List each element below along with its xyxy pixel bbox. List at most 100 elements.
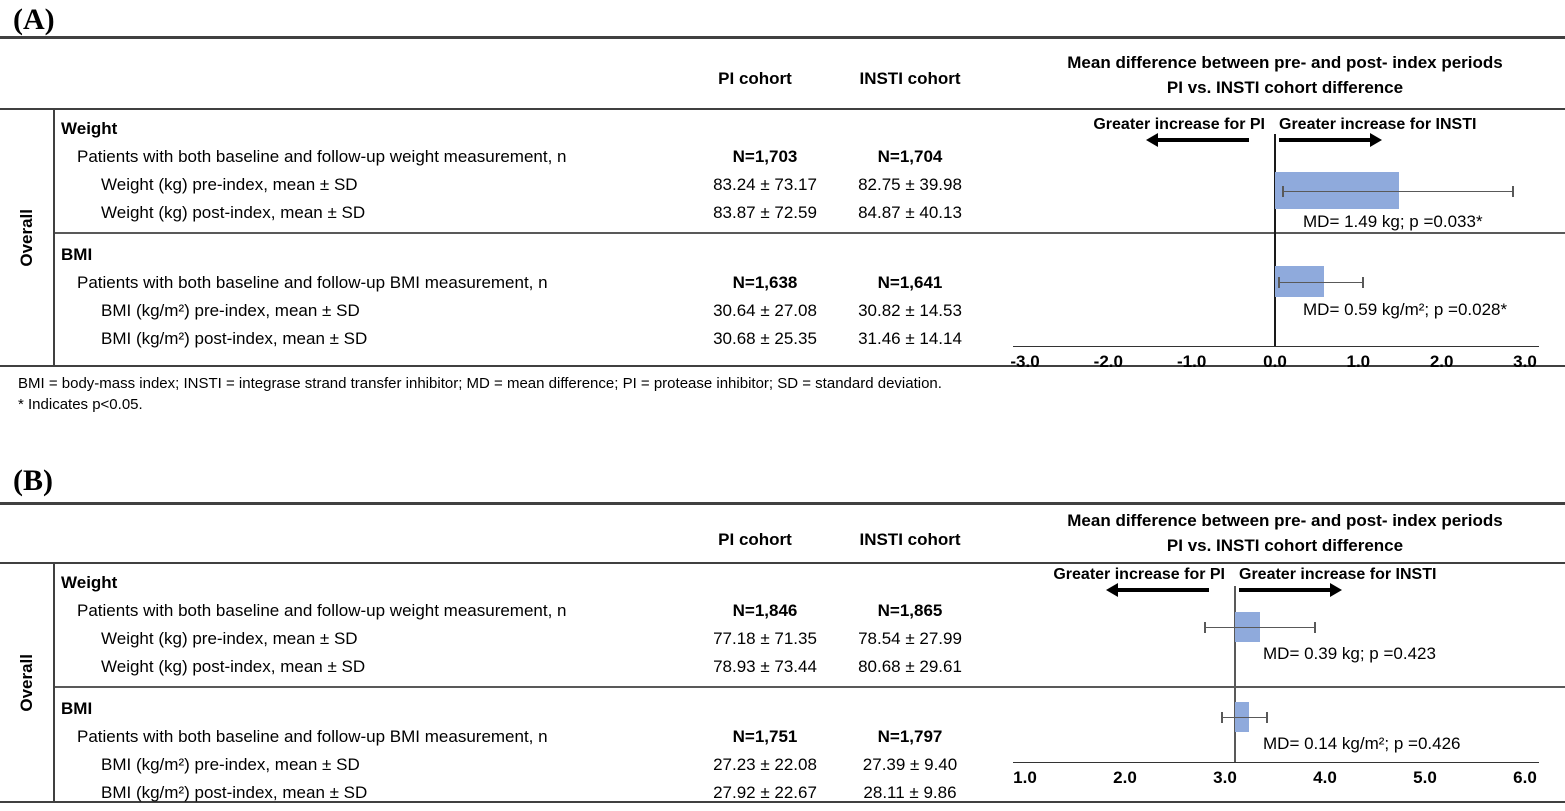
right-arrow-icon [1279, 133, 1382, 147]
pi-value: N=1,846 [732, 601, 798, 620]
table-row: BMI (kg/m²) post-index, mean ± SD 27.92 … [55, 779, 985, 807]
pi-value: 83.24 ± 73.17 [713, 175, 817, 194]
weight-section: Weight Patients with both baseline and f… [55, 564, 985, 681]
row-label: BMI (kg/m²) pre-index, mean ± SD [101, 301, 360, 320]
pi-value: 30.64 ± 27.08 [713, 301, 817, 320]
row-label: Weight (kg) post-index, mean ± SD [101, 657, 366, 676]
insti-value: N=1,641 [877, 273, 943, 292]
axis-tick-label: -2.0 [1093, 352, 1123, 371]
row-label: Weight (kg) pre-index, mean ± SD [101, 629, 358, 648]
table-row: BMI (kg/m²) pre-index, mean ± SD 30.64 ±… [55, 297, 985, 325]
pi-value: 30.68 ± 25.35 [713, 329, 817, 348]
left-arrow-icon [1146, 133, 1249, 147]
direction-left: Greater increase for PI [1005, 566, 1225, 597]
axis-line [1013, 346, 1539, 347]
direction-left-label: Greater increase for PI [1053, 566, 1225, 583]
table-row: BMI (kg/m²) pre-index, mean ± SD 27.23 ±… [55, 751, 985, 779]
panel-b-heading: (B) [0, 461, 1565, 505]
md-label: MD= 0.59 kg/m²; p =0.028* [1303, 300, 1508, 319]
section-divider [55, 232, 1565, 234]
section-header: BMI [61, 699, 93, 718]
bmi-section: BMI Patients with both baseline and foll… [55, 681, 985, 807]
plot-title-line1: Mean difference between pre- and post- i… [1067, 511, 1503, 530]
plot-title-line1: Mean difference between pre- and post- i… [1067, 53, 1503, 72]
axis-line [1013, 762, 1539, 763]
ci-cap [1511, 185, 1514, 197]
plot-title-line2: PI vs. INSTI cohort difference [1166, 535, 1404, 555]
ci-whisker [1279, 281, 1363, 283]
group-label-cell: Overall [0, 110, 55, 365]
direction-right: Greater increase for INSTI [1265, 116, 1565, 147]
table-row: Weight (kg) post-index, mean ± SD 83.87 … [55, 199, 985, 227]
row-label: Weight (kg) post-index, mean ± SD [101, 203, 366, 222]
plot-title: Mean difference between pre- and post- i… [1005, 51, 1565, 100]
panel-a: (A) PI cohort INSTI cohort Mean differen… [0, 3, 1565, 413]
group-label: Overall [16, 653, 36, 712]
table-row: Patients with both baseline and follow-u… [55, 269, 985, 297]
insti-value: 80.68 ± 29.61 [858, 657, 962, 676]
panel-letter: (A) [13, 3, 55, 36]
ci-cap [1278, 276, 1281, 288]
pi-value: 83.87 ± 72.59 [713, 203, 817, 222]
table-row: Patients with both baseline and follow-u… [55, 597, 985, 625]
ci-whisker [1222, 717, 1267, 718]
axis-tick-label: 1.0 [1013, 768, 1037, 787]
axis-tick-label: 6.0 [1513, 768, 1537, 787]
pi-value: 78.93 ± 73.44 [713, 657, 817, 676]
ci-cap [1282, 185, 1285, 197]
ci-whisker [1283, 190, 1513, 192]
row-label: BMI (kg/m²) pre-index, mean ± SD [101, 755, 360, 774]
panel-b-column-header: PI cohort INSTI cohort Mean difference b… [0, 505, 1565, 564]
axis-tick-label: 0.0 [1263, 352, 1287, 371]
direction-header: Greater increase for PI Greater increase… [1005, 566, 1565, 597]
panel-b: (B) PI cohort INSTI cohort Mean differen… [0, 461, 1565, 803]
insti-value: 30.82 ± 14.53 [858, 301, 962, 320]
insti-value: 27.39 ± 9.40 [862, 755, 958, 774]
weight-section: Weight Patients with both baseline and f… [55, 110, 985, 227]
direction-left-label: Greater increase for PI [1093, 116, 1265, 133]
insti-value: N=1,865 [877, 601, 943, 620]
direction-left: Greater increase for PI [1005, 116, 1265, 147]
ci-whisker [1205, 627, 1315, 628]
pi-value: 27.92 ± 22.67 [713, 783, 817, 802]
insti-value: 78.54 ± 27.99 [858, 629, 962, 648]
md-label: MD= 1.49 kg; p =0.033* [1303, 212, 1483, 231]
md-label: MD= 0.14 kg/m²; p =0.426 [1263, 734, 1461, 753]
axis-tick-label: 5.0 [1413, 768, 1437, 787]
axis-tick-label: 2.0 [1113, 768, 1137, 787]
insti-value: 84.87 ± 40.13 [858, 203, 962, 222]
axis-tick-label: 1.0 [1346, 352, 1371, 371]
significance-footnote: * Indicates p<0.05. [18, 396, 143, 413]
insti-cohort-header: INSTI cohort [859, 530, 961, 549]
row-label: BMI (kg/m²) post-index, mean ± SD [101, 329, 368, 348]
pi-value: N=1,751 [732, 727, 798, 746]
table-row: Patients with both baseline and follow-u… [55, 143, 985, 171]
pi-cohort-header: PI cohort [718, 69, 792, 88]
insti-value: 31.46 ± 14.14 [858, 329, 962, 348]
axis-tick-label: 3.0 [1213, 768, 1237, 787]
ci-cap [1314, 622, 1316, 633]
reference-line [1234, 586, 1236, 762]
row-label: BMI (kg/m²) post-index, mean ± SD [101, 783, 368, 802]
panel-a-rows: Weight Patients with both baseline and f… [55, 110, 985, 353]
table-row: Weight (kg) pre-index, mean ± SD 83.24 ±… [55, 171, 985, 199]
row-label: Patients with both baseline and follow-u… [77, 147, 567, 166]
row-label: Patients with both baseline and follow-u… [77, 727, 548, 746]
table-row: Weight (kg) pre-index, mean ± SD 77.18 ±… [55, 625, 985, 653]
forest-plot-a: Greater increase for PI Greater increase… [1005, 110, 1565, 371]
table-row: BMI (kg/m²) post-index, mean ± SD 30.68 … [55, 325, 985, 353]
pi-value: N=1,703 [732, 147, 798, 166]
pi-value: 27.23 ± 22.08 [713, 755, 817, 774]
axis-tick-label: 3.0 [1513, 352, 1537, 371]
table-row: Patients with both baseline and follow-u… [55, 723, 985, 751]
axis-tick-label: 4.0 [1313, 768, 1337, 787]
table-row: Weight (kg) post-index, mean ± SD 78.93 … [55, 653, 985, 681]
section-header: BMI [61, 245, 93, 264]
pi-value: N=1,638 [732, 273, 798, 292]
insti-value: N=1,797 [877, 727, 943, 746]
insti-value: N=1,704 [877, 147, 943, 166]
plot-title: Mean difference between pre- and post- i… [1005, 509, 1565, 558]
md-label: MD= 0.39 kg; p =0.423 [1263, 644, 1436, 663]
group-label: Overall [16, 208, 36, 267]
